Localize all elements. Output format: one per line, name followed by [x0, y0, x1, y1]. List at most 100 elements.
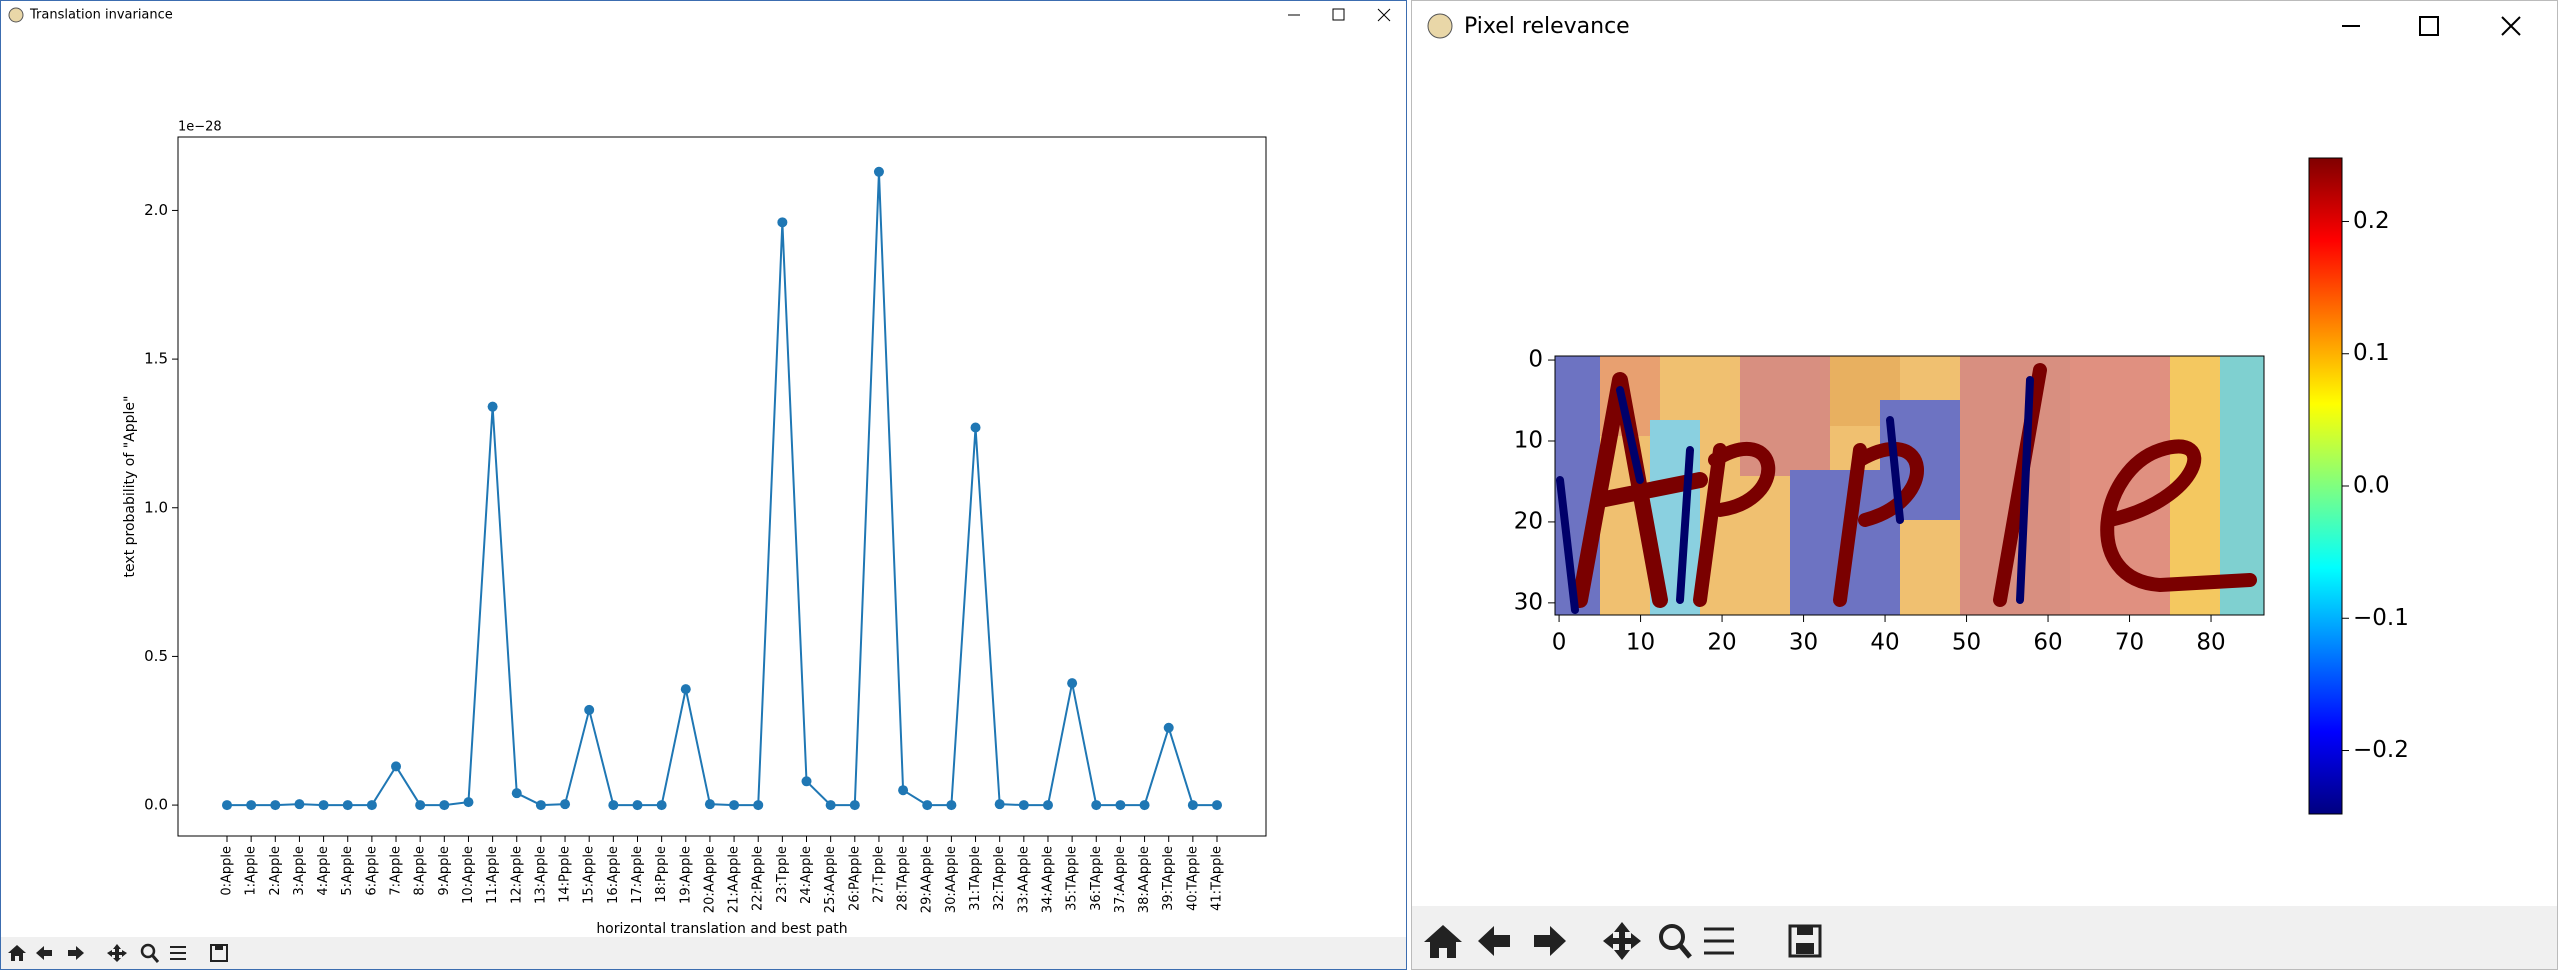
- data-point: [922, 800, 933, 811]
- data-point: [366, 800, 377, 811]
- x-tick-label: 41:TApple: [1210, 846, 1225, 911]
- y-tick-label: 2.0: [144, 201, 168, 219]
- data-point: [753, 800, 764, 811]
- data-point: [1187, 800, 1198, 811]
- data-point: [1067, 678, 1078, 689]
- x-tick-label: 38:AApple: [1137, 846, 1152, 913]
- x-tick-label: 20: [1707, 630, 1736, 656]
- x-tick-label: 60: [2033, 630, 2062, 656]
- x-tick-label: 37:AApple: [1113, 846, 1128, 913]
- data-point: [632, 800, 643, 811]
- back-button[interactable]: [36, 946, 52, 960]
- y-tick-label: 10: [1514, 427, 1543, 453]
- data-point: [439, 800, 450, 811]
- y-tick-label: 0.5: [144, 647, 168, 665]
- data-point: [270, 800, 281, 811]
- data-point: [463, 797, 474, 808]
- x-tick-label: 10: [1626, 630, 1655, 656]
- colorbar-tick-label: 0.1: [2353, 340, 2390, 366]
- x-tick-label: 1:Apple: [244, 846, 259, 896]
- x-tick-label: 21:AApple: [727, 846, 742, 913]
- configure-button[interactable]: [1704, 927, 1734, 955]
- x-tick-label: 23:Tpple: [775, 846, 790, 903]
- colorbar-tick-label: 0.2: [2353, 208, 2390, 234]
- data-point: [825, 800, 836, 811]
- y-tick-label: 30: [1514, 589, 1543, 615]
- toolbar: [1412, 906, 2557, 969]
- axes-frame: [177, 136, 1267, 837]
- data-point: [560, 799, 571, 810]
- data-point: [849, 800, 860, 811]
- x-tick-label: 39:TApple: [1161, 846, 1176, 911]
- x-tick-label: 24:Apple: [799, 846, 814, 904]
- data-point: [487, 401, 498, 412]
- toolbar-icons: [8, 943, 228, 963]
- x-tick-label: 25:AApple: [823, 846, 838, 913]
- x-tick-label: 15:Apple: [582, 846, 597, 904]
- x-tick-label: 32:TApple: [992, 846, 1007, 911]
- data-point: [946, 800, 957, 811]
- configure-button[interactable]: [170, 946, 186, 960]
- zoom-button[interactable]: [140, 943, 156, 959]
- pan-button[interactable]: [1603, 922, 1641, 960]
- forward-button[interactable]: [1534, 926, 1566, 956]
- data-point: [391, 761, 402, 772]
- right-window: Pixel relevance: [1411, 0, 2558, 970]
- pan-button[interactable]: [107, 944, 127, 962]
- forward-button[interactable]: [68, 946, 84, 960]
- x-tick-label: 70: [2115, 630, 2144, 656]
- data-point: [1091, 800, 1102, 811]
- maximize-button[interactable]: [2419, 16, 2439, 36]
- x-tick-label: 30:AApple: [944, 846, 959, 913]
- x-tick-label: 34:AApple: [1040, 846, 1055, 913]
- x-tick-label: 7:Apple: [389, 846, 404, 896]
- app-icon: [8, 7, 24, 23]
- x-tick-label: 26:PApple: [847, 846, 862, 911]
- zoom-button[interactable]: [1659, 924, 1685, 950]
- x-tick-label: 9:Apple: [437, 846, 452, 896]
- data-point: [777, 217, 788, 228]
- close-button[interactable]: [2501, 16, 2521, 36]
- offset-label: 1e−28: [178, 120, 222, 135]
- data-point: [415, 800, 426, 811]
- back-button[interactable]: [1478, 926, 1510, 956]
- data-point: [994, 799, 1005, 810]
- home-button[interactable]: [8, 945, 26, 961]
- x-tick-label: 27:Tpple: [871, 846, 886, 903]
- close-button[interactable]: [1377, 8, 1391, 22]
- data-point: [898, 785, 909, 796]
- data-point: [294, 799, 305, 810]
- x-tick-label: 28:TApple: [896, 846, 911, 911]
- data-point: [704, 799, 715, 810]
- y-tick-label: 0: [1528, 347, 1543, 373]
- data-line: [227, 171, 1217, 807]
- maximize-button[interactable]: [1332, 8, 1345, 21]
- data-point: [342, 800, 353, 811]
- data-point: [729, 800, 740, 811]
- data-point: [680, 684, 691, 695]
- x-tick-label: 50: [1952, 630, 1981, 656]
- x-tick-label: 80: [2196, 630, 2225, 656]
- data-point: [222, 800, 232, 811]
- window-title: Translation invariance: [29, 8, 173, 23]
- x-tick-label: 13:Apple: [533, 846, 548, 904]
- data-point: [246, 800, 257, 811]
- data-point: [801, 776, 812, 787]
- x-tick-label: 40: [1870, 630, 1899, 656]
- data-point: [1163, 722, 1174, 733]
- x-tick-label: 20:AApple: [702, 846, 717, 913]
- y-tick-label: 0.0: [144, 796, 168, 814]
- x-tick-label: 5:Apple: [340, 846, 355, 896]
- x-tick-label: 11:Apple: [485, 846, 500, 904]
- home-button[interactable]: [1424, 925, 1462, 958]
- colorbar-tick-label: 0.0: [2353, 473, 2390, 499]
- data-point: [608, 800, 619, 811]
- x-tick-label: 29:AApple: [920, 846, 935, 913]
- data-point: [584, 704, 595, 715]
- window-title: Pixel relevance: [1464, 14, 1630, 39]
- data-point: [970, 422, 981, 433]
- colorbar: [2308, 157, 2343, 815]
- window-frame: [0, 0, 1407, 970]
- data-point: [1212, 800, 1222, 811]
